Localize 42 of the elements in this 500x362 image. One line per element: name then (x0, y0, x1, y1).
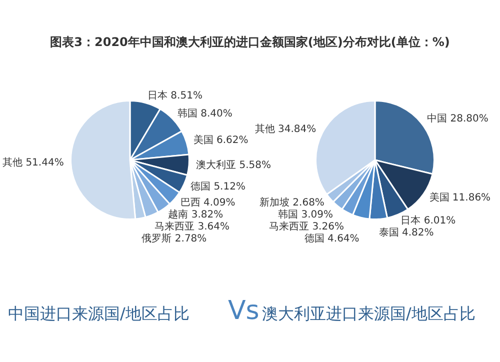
data-label: 28.80% (450, 114, 488, 125)
data-label: 4.64% (328, 233, 360, 244)
data-label: 6.01% (424, 216, 456, 227)
data-label: 4.09% (203, 198, 236, 209)
data-label: 11.86% (452, 192, 491, 204)
text: 中国进口来源国/地区占比 (8, 304, 190, 325)
data-label: 6.62% (216, 134, 248, 146)
slice-label: 韩国 (278, 208, 298, 220)
data-label: 3.64% (198, 222, 230, 233)
slice-label: 其他 (2, 156, 23, 169)
slice-label: 马来西亚 (269, 220, 310, 232)
slice-label: 日本 (400, 214, 421, 227)
slice-label: 俄罗斯 (142, 232, 172, 245)
data-label: 3.82% (191, 210, 224, 221)
data-label: 34.84% (278, 124, 316, 136)
slice-label: 澳大利亚 (196, 159, 236, 172)
slice-label: 越南 (168, 208, 188, 221)
slice-label: 美国 (193, 134, 214, 146)
text: 澳大利亚进口来源国/地区占比 (262, 304, 476, 325)
slice-label: 德国 (304, 233, 324, 244)
slice-label: 泰国 (378, 228, 399, 239)
data-label: 3.26% (312, 221, 344, 232)
slice-label: 新加坡 (259, 196, 290, 208)
data-label: 2.78% (174, 234, 207, 245)
data-label: 5.58% (239, 160, 271, 172)
slice-label: 德国 (190, 182, 211, 193)
slice-label: 美国 (429, 192, 450, 204)
text: Vs (228, 296, 260, 326)
data-label: 8.51% (170, 90, 202, 102)
slice-label: 中国 (427, 112, 448, 125)
data-label: 5.12% (214, 182, 246, 193)
slice-label: 韩国 (177, 107, 198, 120)
data-label: 3.09% (301, 209, 333, 220)
slice-label: 其他 (254, 123, 275, 136)
chart-title: 图表3：2020年中国和澳大利亚的进口金额国家(地区)分布对比(单位：%) (49, 34, 451, 51)
data-label: 8.40% (200, 108, 232, 120)
data-label: 2.68% (292, 197, 324, 208)
slice-label: 日本 (148, 90, 168, 102)
data-label: 51.44% (26, 158, 64, 169)
data-label: 4.82% (402, 228, 434, 239)
slice-label: 巴西 (180, 198, 200, 209)
slice-label: 马来西亚 (154, 220, 195, 233)
